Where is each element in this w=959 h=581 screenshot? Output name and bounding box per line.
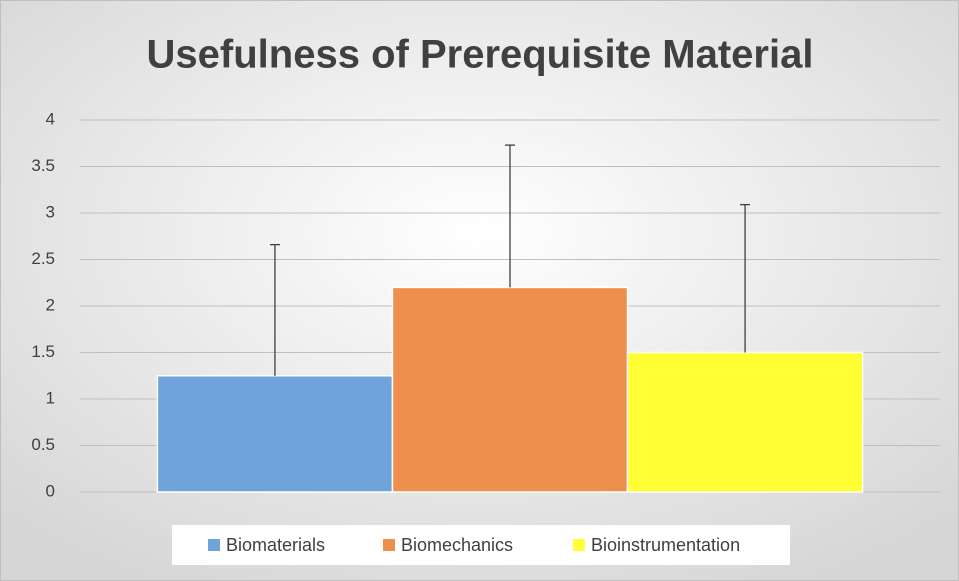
legend-label: Biomaterials <box>226 535 325 555</box>
y-tick-label: 1.5 <box>31 342 55 361</box>
legend-box <box>172 525 790 565</box>
legend-swatch <box>573 539 585 551</box>
y-tick-label: 3 <box>46 202 55 221</box>
legend-swatch <box>383 539 395 551</box>
bar <box>156 375 394 493</box>
y-tick-label: 1 <box>46 388 55 407</box>
y-tick-label: 3.5 <box>31 156 55 175</box>
y-tick-label: 0 <box>46 481 55 500</box>
y-tick-label: 0.5 <box>31 435 55 454</box>
legend-swatch <box>208 539 220 551</box>
bar <box>626 351 864 493</box>
y-tick-label: 2.5 <box>31 249 55 268</box>
legend-label: Biomechanics <box>401 535 513 555</box>
legend-label: Bioinstrumentation <box>591 535 740 555</box>
y-tick-label: 2 <box>46 295 55 314</box>
y-tick-label: 4 <box>46 109 55 128</box>
bar <box>391 286 629 493</box>
chart-title: Usefulness of Prerequisite Material <box>147 33 814 77</box>
